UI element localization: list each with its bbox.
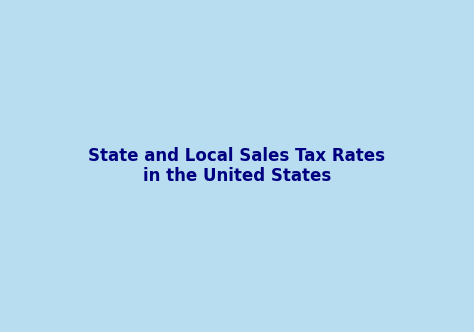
Text: State and Local Sales Tax Rates
in the United States: State and Local Sales Tax Rates in the U… xyxy=(89,147,385,185)
